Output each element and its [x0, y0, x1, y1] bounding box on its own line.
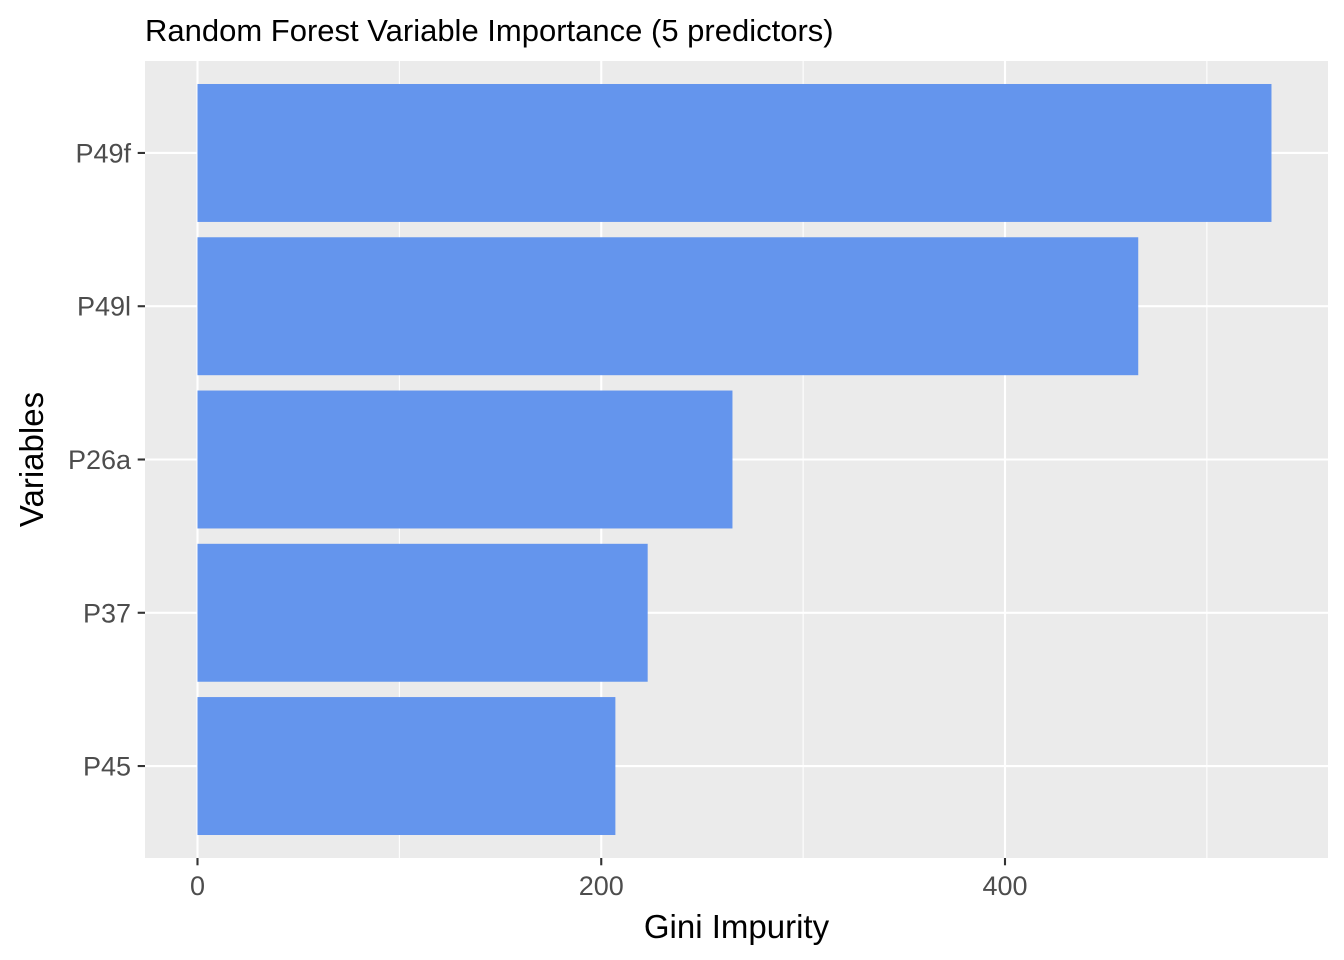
x-axis-ticks: 0 200 400: [190, 858, 1028, 901]
y-tick-label-p37: P37: [83, 598, 131, 628]
bar-p49f: [197, 83, 1272, 222]
x-tick-label-400: 400: [982, 871, 1027, 901]
bar-p45: [197, 697, 616, 836]
y-tick-label-p26a: P26a: [68, 445, 132, 475]
bar-p37: [197, 543, 648, 682]
y-axis-title: Variables: [13, 392, 50, 527]
bar-p49l: [197, 237, 1139, 376]
y-tick-label-p49l: P49l: [77, 292, 131, 322]
y-tick-label-p49f: P49f: [75, 138, 131, 168]
bar-p26a: [197, 390, 733, 529]
bars: [197, 83, 1272, 836]
x-axis-title: Gini Impurity: [644, 908, 830, 945]
x-tick-label-0: 0: [190, 871, 205, 901]
chart-title: Random Forest Variable Importance (5 pre…: [145, 13, 834, 48]
x-tick-label-200: 200: [579, 871, 624, 901]
y-tick-label-p45: P45: [83, 752, 131, 782]
y-axis-ticks: P49f P49l P26a P37 P45: [68, 138, 145, 782]
